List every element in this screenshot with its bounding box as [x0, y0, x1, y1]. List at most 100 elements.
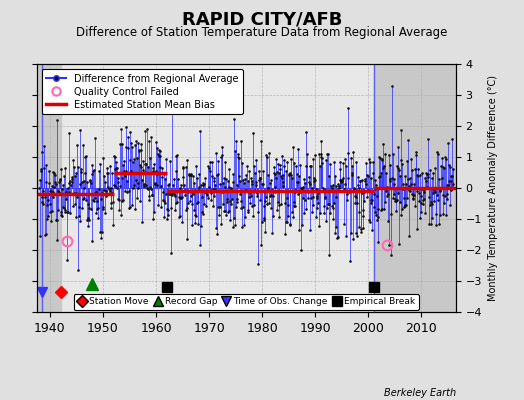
Point — [269, 193, 277, 200]
Point — [271, 171, 280, 178]
Point — [46, 188, 54, 194]
Point — [132, 138, 140, 144]
Point — [285, 171, 293, 177]
Point — [47, 218, 55, 224]
Point — [347, 230, 355, 236]
Point — [272, 207, 281, 213]
Point — [377, 206, 385, 213]
Point — [209, 186, 217, 192]
Point — [35, 185, 43, 191]
Point — [424, 136, 432, 143]
Point — [139, 181, 148, 187]
Point — [449, 166, 457, 173]
Point — [113, 185, 121, 192]
Point — [351, 159, 359, 166]
Point — [87, 206, 95, 212]
Point — [157, 183, 166, 190]
Point — [305, 226, 314, 233]
Point — [184, 172, 193, 178]
Point — [146, 184, 155, 190]
Point — [46, 209, 54, 215]
Point — [97, 196, 105, 202]
Point — [155, 147, 163, 153]
Point — [365, 216, 373, 223]
Point — [276, 162, 284, 169]
Point — [50, 169, 59, 176]
Point — [105, 186, 113, 193]
Text: Difference of Station Temperature Data from Regional Average: Difference of Station Temperature Data f… — [77, 26, 447, 39]
Point — [200, 201, 209, 208]
Point — [164, 206, 172, 213]
Point — [198, 209, 206, 216]
Point — [279, 178, 287, 185]
Point — [54, 178, 63, 185]
Point — [62, 188, 71, 195]
Point — [247, 193, 255, 199]
Point — [370, 204, 378, 210]
Point — [115, 196, 123, 203]
Point — [264, 185, 272, 192]
Point — [384, 191, 392, 198]
Point — [71, 200, 79, 207]
Point — [350, 184, 358, 191]
Point — [141, 127, 150, 134]
Point — [173, 188, 182, 195]
Point — [302, 206, 311, 212]
Point — [420, 196, 429, 202]
Point — [202, 190, 210, 196]
Point — [75, 213, 83, 219]
Point — [381, 150, 389, 157]
Legend: Station Move, Record Gap, Time of Obs. Change, Empirical Break: Station Move, Record Gap, Time of Obs. C… — [74, 294, 419, 310]
Point — [129, 159, 137, 165]
Point — [354, 182, 362, 189]
Point — [286, 222, 294, 228]
Point — [103, 165, 111, 171]
Point — [149, 165, 158, 171]
Point — [85, 205, 93, 211]
Point — [104, 184, 112, 190]
Point — [435, 187, 444, 193]
Point — [320, 202, 329, 209]
Point — [117, 212, 125, 218]
Point — [443, 182, 452, 188]
Point — [314, 151, 323, 158]
Point — [312, 192, 321, 199]
Point — [337, 179, 345, 185]
Point — [344, 150, 353, 156]
Point — [174, 176, 182, 182]
Point — [379, 206, 388, 212]
Point — [430, 198, 439, 204]
Point — [321, 195, 330, 201]
Point — [178, 164, 187, 171]
Point — [117, 175, 126, 181]
Point — [111, 166, 119, 172]
Point — [225, 166, 234, 172]
Point — [211, 186, 219, 192]
Point — [102, 170, 111, 176]
Point — [41, 179, 50, 185]
Point — [231, 222, 239, 229]
Point — [250, 202, 258, 209]
Point — [159, 197, 167, 203]
Point — [253, 193, 261, 199]
Point — [329, 216, 337, 222]
Point — [394, 144, 402, 150]
Point — [305, 174, 313, 181]
Text: Berkeley Earth: Berkeley Earth — [384, 388, 456, 398]
Point — [324, 173, 333, 179]
Point — [368, 227, 377, 233]
Point — [196, 128, 204, 134]
Point — [124, 145, 133, 151]
Point — [103, 190, 112, 197]
Point — [376, 155, 384, 162]
Point — [346, 155, 355, 161]
Point — [210, 193, 219, 200]
Point — [293, 190, 302, 197]
Point — [425, 194, 433, 201]
Point — [248, 178, 257, 184]
Point — [445, 178, 453, 184]
Point — [226, 216, 235, 223]
Point — [379, 140, 387, 147]
Point — [69, 203, 77, 210]
Point — [308, 185, 316, 191]
